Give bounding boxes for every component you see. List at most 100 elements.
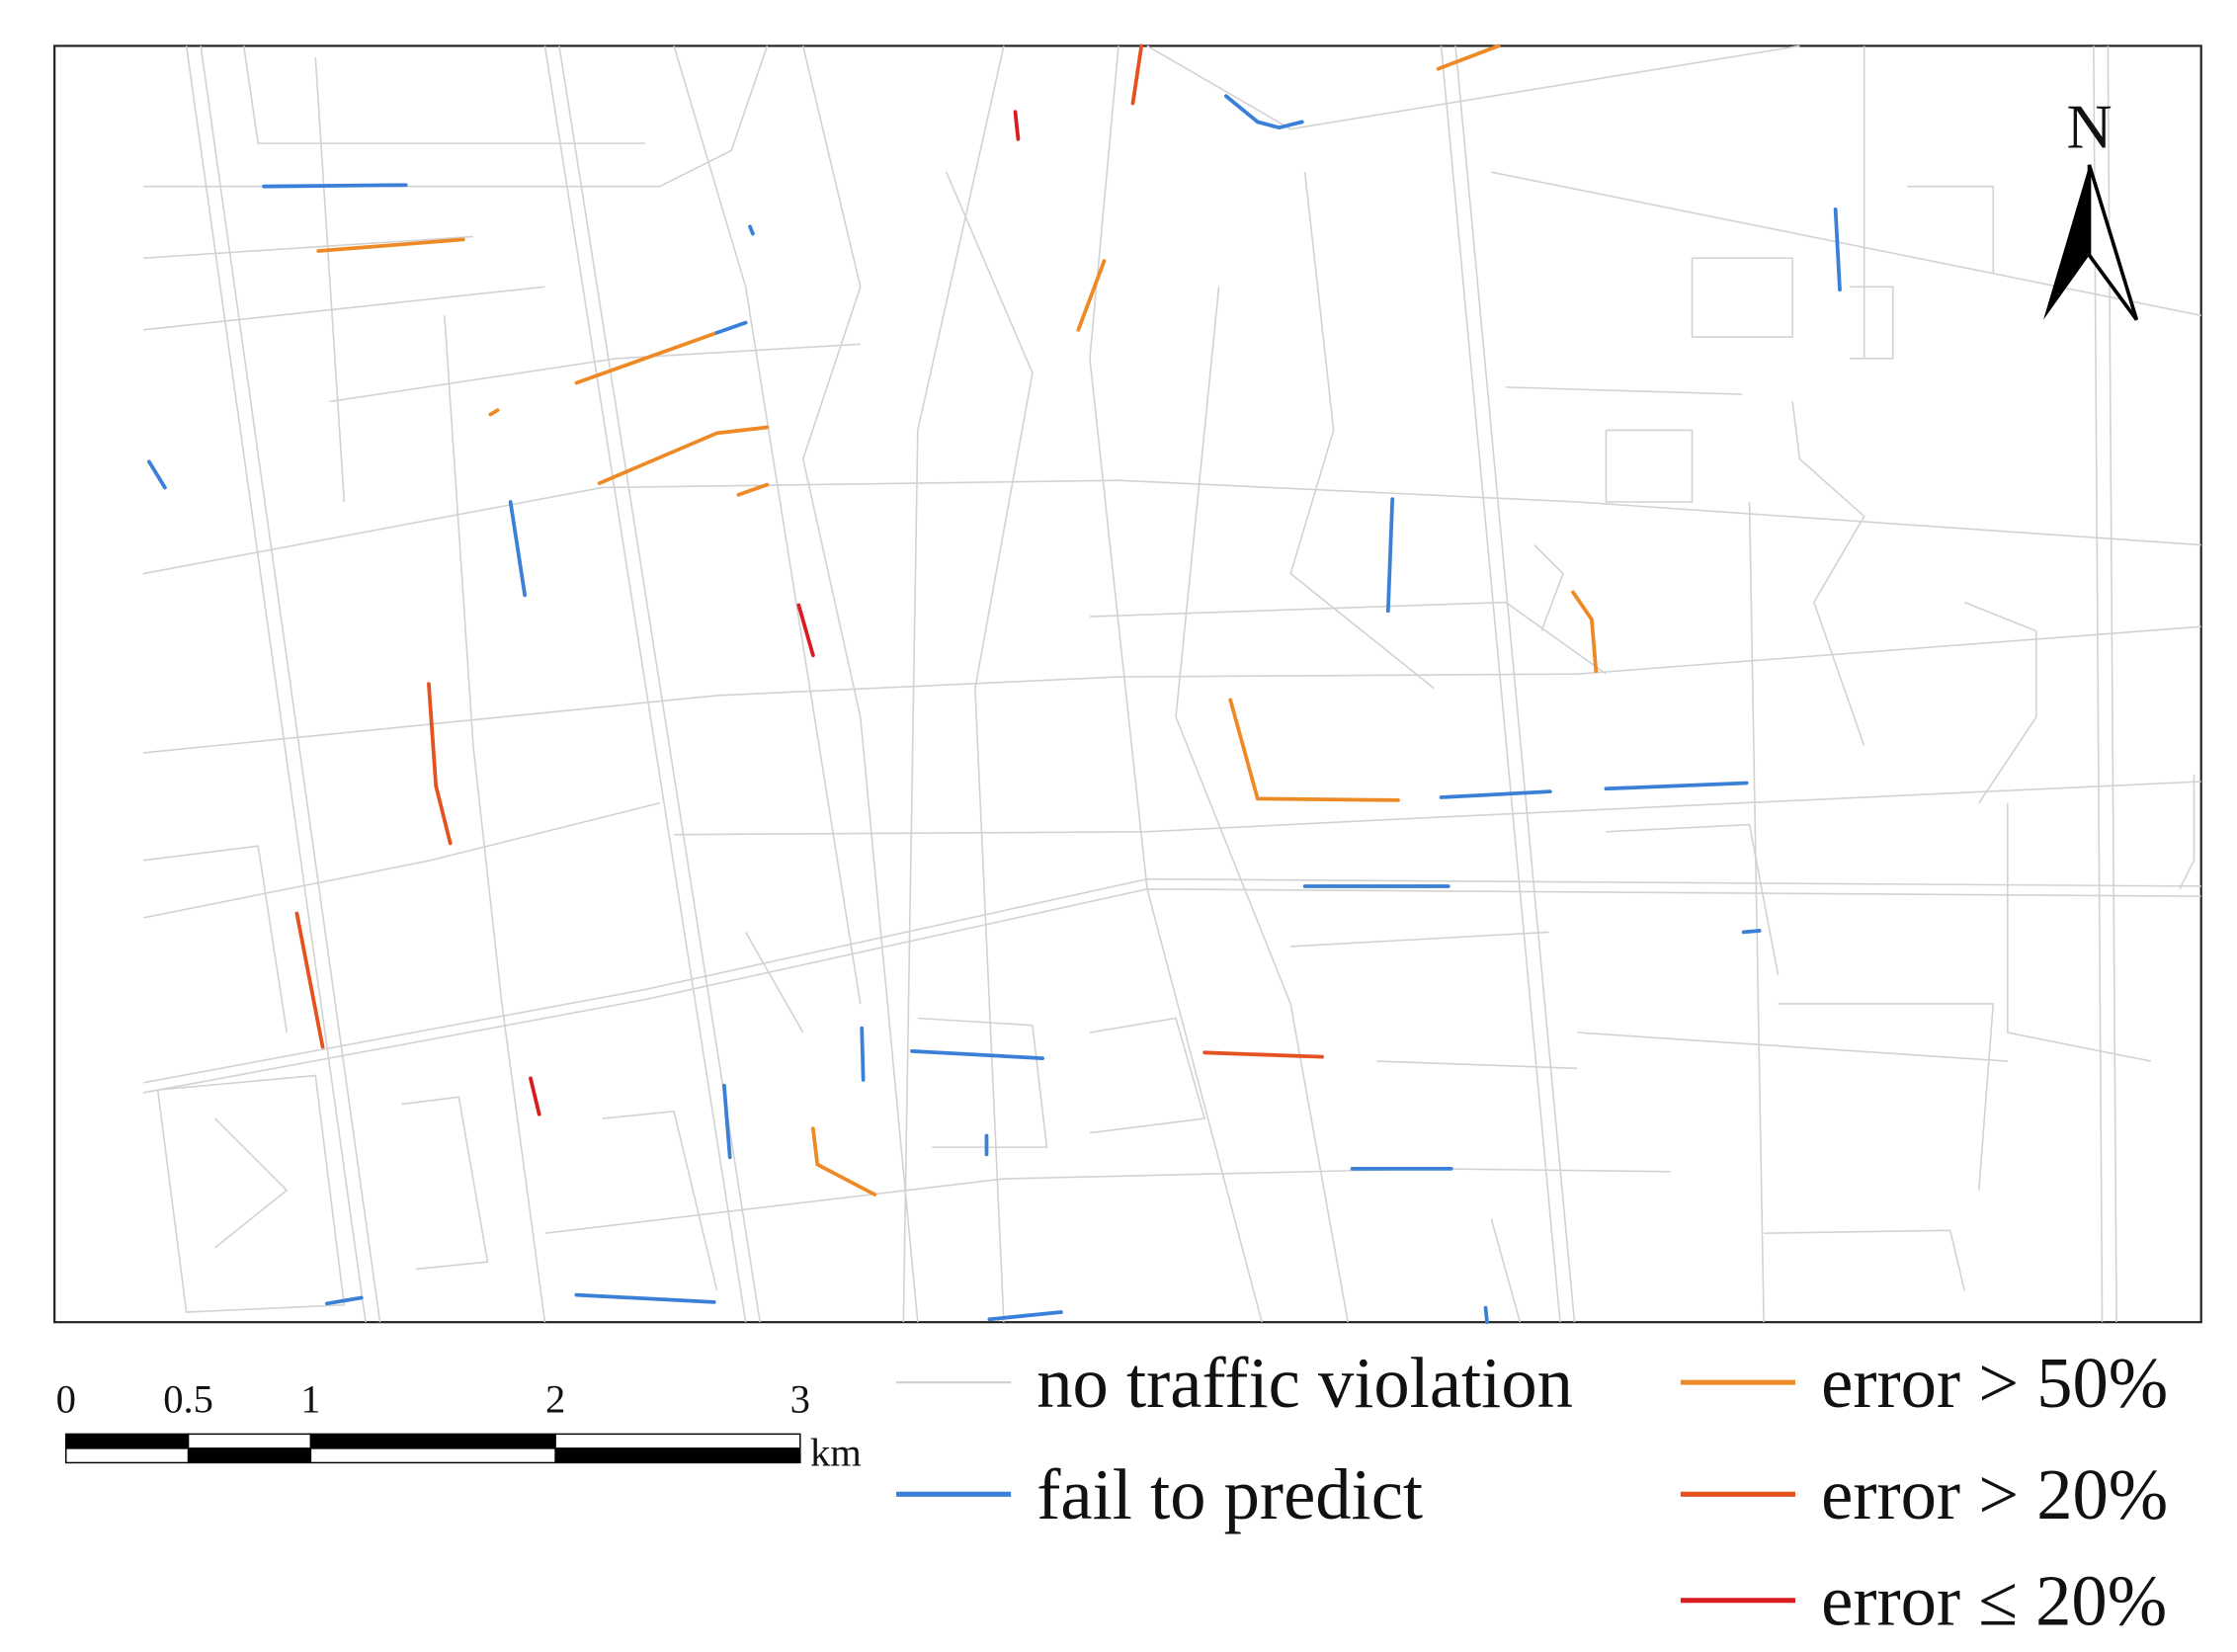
road	[1289, 172, 1435, 690]
scale-cell	[554, 1447, 801, 1464]
segment	[574, 330, 719, 385]
segment	[1202, 1050, 1324, 1059]
north-arrow: N	[2043, 91, 2139, 321]
scale-bar: 0 0.5 1 2 3km	[56, 1377, 862, 1475]
road	[1175, 287, 1349, 1323]
road	[1748, 501, 1765, 1323]
scale-cell	[309, 1447, 556, 1464]
road	[142, 479, 2201, 575]
road	[185, 45, 367, 1323]
road	[143, 845, 289, 1033]
scale-cell	[65, 1447, 190, 1464]
road	[143, 286, 545, 331]
road-network	[142, 44, 2201, 1323]
north-arrow-left	[2043, 164, 2090, 320]
road	[1146, 44, 1800, 130]
segment	[316, 237, 465, 253]
segment	[294, 911, 325, 1049]
road	[242, 45, 646, 144]
segment	[1439, 789, 1552, 799]
segment	[597, 425, 770, 486]
segment	[325, 1295, 364, 1306]
segment	[987, 1310, 1063, 1322]
road	[1491, 171, 2201, 317]
legend-label: error > 50%	[1821, 1343, 2168, 1423]
segment	[810, 1126, 877, 1197]
road	[143, 625, 2201, 754]
segment	[1228, 698, 1400, 802]
road	[1376, 1060, 1578, 1070]
segment	[796, 603, 815, 658]
segment	[714, 320, 748, 335]
road	[1490, 1218, 1522, 1323]
road	[142, 802, 660, 919]
segment	[910, 1048, 1044, 1061]
scale-tick-label: 3	[790, 1377, 810, 1422]
segment	[262, 183, 408, 189]
road	[1533, 543, 1564, 631]
road	[314, 57, 346, 503]
road	[1454, 45, 1576, 1323]
road	[200, 45, 381, 1323]
scale-cell	[309, 1433, 556, 1449]
legend-label: fail to predict	[1036, 1454, 1423, 1534]
road	[1764, 1229, 1966, 1291]
road	[1089, 601, 1607, 675]
road	[1577, 1032, 2008, 1062]
road	[2006, 802, 2152, 1062]
scale-tick-label: 1	[300, 1377, 320, 1422]
north-label: N	[2066, 91, 2112, 161]
segment	[574, 1292, 716, 1304]
road	[946, 171, 1034, 1323]
scale-cell	[554, 1433, 801, 1449]
road	[1089, 1017, 1206, 1134]
segment	[1013, 110, 1021, 141]
road	[1606, 823, 1780, 976]
segment	[1223, 94, 1304, 130]
road	[329, 343, 861, 403]
north-arrow-right	[2087, 164, 2139, 321]
road	[917, 1017, 1048, 1148]
road	[214, 1117, 289, 1249]
road	[1691, 257, 1793, 338]
segment	[427, 682, 453, 846]
segment	[147, 459, 167, 490]
legend-label: no traffic violation	[1036, 1343, 1573, 1423]
map-frame	[53, 44, 2202, 1324]
road	[156, 1074, 346, 1313]
road	[544, 1168, 1671, 1234]
segment	[1741, 929, 1762, 935]
road	[401, 1096, 489, 1271]
scale-unit: km	[810, 1430, 862, 1474]
segment	[488, 408, 500, 417]
segment	[1571, 590, 1599, 674]
segment	[529, 1076, 541, 1116]
segment	[1604, 781, 1749, 791]
segment	[736, 482, 770, 497]
segment	[1833, 207, 1842, 292]
segment	[1436, 43, 1501, 71]
scale-tick-label: 0	[56, 1377, 76, 1422]
road	[744, 932, 804, 1033]
road	[1089, 45, 1263, 1323]
segment	[1385, 497, 1395, 614]
scale-tick-label: 2	[545, 1377, 565, 1422]
road	[543, 45, 747, 1323]
road	[801, 45, 919, 1323]
road	[1791, 401, 1865, 746]
scale-cell	[187, 1447, 312, 1464]
road	[444, 315, 546, 1323]
segment	[722, 1083, 732, 1160]
scale-tick-label: 0.5	[163, 1377, 213, 1422]
road	[1290, 931, 1549, 948]
road	[1963, 601, 2037, 804]
road	[602, 1110, 718, 1291]
legend-label: error ≤ 20%	[1821, 1560, 2167, 1640]
road	[1440, 45, 1561, 1323]
segment	[508, 500, 528, 598]
road	[2179, 774, 2196, 890]
road	[1505, 386, 1743, 395]
segment	[1483, 1305, 1489, 1325]
road	[1605, 429, 1694, 503]
